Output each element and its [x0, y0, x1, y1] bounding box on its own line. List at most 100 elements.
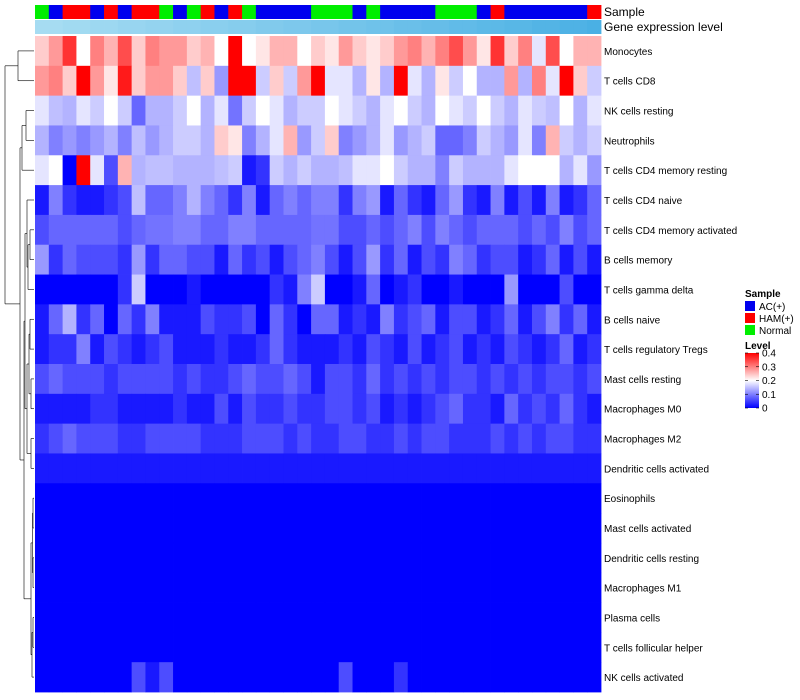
heatmap-cell [518, 602, 533, 633]
heatmap-cell [104, 393, 119, 425]
row-label: Mast cells activated [604, 524, 691, 535]
heatmap-cell [449, 155, 464, 186]
heatmap-cell [255, 572, 271, 603]
heatmap-cell [200, 542, 215, 574]
heatmap-cell [407, 364, 422, 395]
legend-swatch [745, 301, 755, 311]
heatmap-cell [559, 393, 574, 425]
heatmap-cell [462, 602, 478, 633]
heatmap-cell [462, 542, 478, 574]
heatmap-cell [449, 214, 464, 246]
heatmap-cell [242, 65, 257, 97]
heatmap-cell [435, 65, 450, 97]
expression-annotation-title: Gene expression level [604, 20, 723, 34]
heatmap-cell [159, 364, 174, 395]
heatmap-cell [352, 334, 367, 365]
heatmap-cell [366, 214, 381, 246]
heatmap-cell [242, 572, 257, 603]
heatmap-cell [104, 662, 119, 693]
heatmap-cell [490, 95, 505, 126]
heatmap-cell [476, 513, 491, 544]
expression-cell [518, 20, 533, 34]
heatmap-cell [159, 185, 174, 216]
heatmap-cell [504, 304, 519, 335]
heatmap-cell [255, 662, 271, 693]
heatmap-cell [35, 214, 50, 246]
heatmap-cell [559, 334, 574, 365]
expression-cell [366, 20, 381, 34]
heatmap-cell [35, 334, 50, 365]
heatmap-cell [435, 393, 450, 425]
heatmap-cell [338, 453, 353, 484]
heatmap-cell [407, 244, 422, 275]
heatmap-cell [214, 244, 229, 275]
heatmap-cell [186, 602, 202, 633]
heatmap-cell [242, 95, 257, 126]
heatmap-cell [311, 125, 326, 156]
heatmap-cell [269, 513, 284, 544]
heatmap-cell [200, 95, 215, 126]
expression-cell [186, 20, 202, 34]
heatmap-cell [421, 662, 436, 693]
heatmap-cell [104, 95, 119, 126]
heatmap-cell [435, 513, 450, 544]
heatmap-cell [214, 572, 229, 603]
heatmap-cell [242, 155, 257, 186]
heatmap-cell [90, 453, 105, 484]
row-label: T cells CD8 [604, 77, 656, 88]
heatmap-cell [283, 65, 298, 97]
heatmap-cell [255, 125, 271, 156]
heatmap-cell [228, 274, 243, 305]
heatmap-cell [145, 602, 160, 633]
heatmap-cell [462, 453, 478, 484]
heatmap-cell [462, 423, 478, 454]
heatmap-cell [573, 334, 588, 365]
heatmap-cell [159, 602, 174, 633]
heatmap-cell [462, 572, 478, 603]
heatmap-cell [366, 244, 381, 275]
heatmap-cell [587, 483, 602, 514]
heatmap-cell [559, 185, 574, 216]
heatmap-cell [48, 513, 64, 544]
expression-cell [462, 20, 478, 34]
heatmap-cell [186, 542, 202, 574]
heatmap-cell [145, 483, 160, 514]
heatmap-cell [573, 214, 588, 246]
heatmap-cell [490, 662, 505, 693]
heatmap-cell [393, 304, 409, 335]
heatmap-cell [48, 125, 64, 156]
heatmap-cell [214, 393, 229, 425]
heatmap-cell [352, 244, 367, 275]
row-labels: Monocytes T cells CD8 NK cells resting Neut… [604, 47, 737, 684]
heatmap-cell [435, 274, 450, 305]
heatmap-cell [159, 572, 174, 603]
heatmap-cell [186, 274, 202, 305]
heatmap-cell [380, 632, 395, 663]
heatmap-cell [62, 662, 77, 693]
heatmap-cell [76, 662, 91, 693]
heatmap-cell [104, 542, 119, 574]
heatmap-cell [587, 155, 602, 186]
heatmap-cell [35, 453, 50, 484]
heatmap-cell [545, 602, 560, 633]
sample-cell [76, 5, 91, 19]
sample-cell [214, 5, 229, 19]
row-label: Macrophages M2 [604, 435, 682, 446]
heatmap-cell [573, 125, 588, 156]
heatmap-cell [393, 364, 409, 395]
heatmap-cell [90, 423, 105, 454]
heatmap-cell [255, 185, 271, 216]
heatmap-cell [476, 274, 491, 305]
heatmap-cell [76, 393, 91, 425]
heatmap-cell [421, 483, 436, 514]
heatmap-cell [269, 244, 284, 275]
heatmap-cell [518, 36, 533, 67]
sample-cell [228, 5, 243, 19]
heatmap-cell [380, 483, 395, 514]
heatmap-cell [324, 185, 340, 216]
legend-swatch [745, 325, 755, 335]
heatmap-cell [545, 542, 560, 574]
heatmap-cell [200, 155, 215, 186]
heatmap-cell [449, 393, 464, 425]
heatmap-cells [35, 36, 602, 693]
